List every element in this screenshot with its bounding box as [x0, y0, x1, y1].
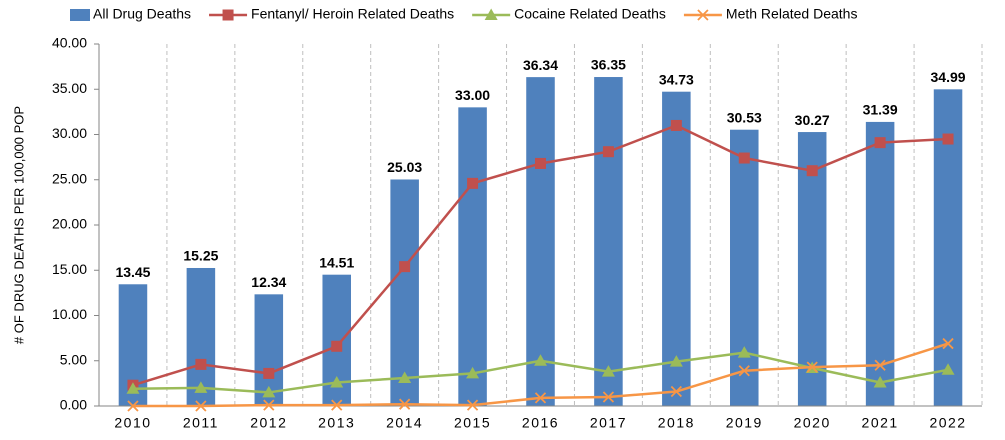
bar	[458, 107, 487, 406]
data-label: 14.51	[319, 254, 354, 270]
marker	[263, 367, 275, 379]
x-tick-label: 2010	[114, 415, 151, 431]
y-tick-label: 25.00	[52, 170, 87, 186]
marker	[194, 381, 208, 393]
marker	[399, 398, 411, 410]
data-label: 12.34	[251, 274, 286, 290]
marker	[601, 365, 615, 377]
bar	[797, 132, 827, 406]
bar	[526, 77, 555, 407]
data-label: 36.34	[523, 57, 558, 73]
bar	[594, 77, 623, 406]
legend-item: All Drug Deaths	[70, 6, 191, 22]
marker	[670, 385, 682, 398]
marker	[873, 375, 887, 388]
data-label: 15.25	[183, 248, 218, 264]
marker	[669, 355, 683, 367]
marker	[670, 119, 682, 131]
marker	[738, 152, 750, 164]
x-tick-label: 2011	[183, 415, 219, 431]
x-tick-label: 2012	[250, 415, 287, 431]
marker	[942, 337, 954, 350]
legend-label: All Drug Deaths	[93, 6, 191, 22]
marker	[126, 382, 140, 394]
marker	[467, 177, 479, 189]
legend-swatch	[70, 9, 90, 21]
y-tick-label: 35.00	[52, 80, 87, 96]
marker	[466, 399, 479, 411]
marker	[466, 366, 480, 379]
data-label: 34.99	[931, 69, 966, 85]
marker	[262, 385, 276, 398]
x-tick-label: 2015	[454, 415, 491, 431]
y-tick-label: 40.00	[52, 35, 87, 51]
marker	[874, 359, 886, 371]
data-label: 13.45	[115, 264, 150, 280]
y-axis-label: # OF DRUG DEATHS PER 100,000 POP	[11, 106, 26, 344]
marker	[195, 358, 207, 370]
marker	[535, 157, 546, 169]
marker	[806, 361, 818, 373]
x-tick-label: 2021	[862, 415, 899, 431]
legend-label: Meth Related Deaths	[726, 6, 858, 22]
data-label: 33.00	[455, 87, 490, 103]
x-tick-label: 2017	[590, 415, 627, 431]
legend-item: Fentanyl/ Heroin Related Deaths	[209, 6, 454, 22]
data-label: 25.03	[387, 159, 422, 175]
marker	[942, 133, 954, 145]
marker	[331, 399, 343, 411]
x-tick-label: 2016	[522, 415, 559, 431]
x-tick-label: 2019	[726, 415, 763, 431]
marker	[195, 400, 207, 412]
marker	[874, 137, 886, 149]
y-tick-label: 30.00	[52, 125, 87, 141]
data-label: 31.39	[863, 102, 898, 118]
markers	[126, 346, 955, 398]
x-tick-label: 2020	[794, 415, 831, 431]
legend-label: Fentanyl/ Heroin Related Deaths	[251, 6, 454, 22]
marker	[806, 165, 818, 177]
data-label: 30.53	[727, 109, 762, 125]
marker	[534, 392, 547, 404]
y-tick-label: 10.00	[52, 306, 87, 322]
x-tick-label: 2014	[386, 415, 423, 431]
y-tick-label: 5.00	[60, 351, 87, 367]
marker	[127, 400, 139, 412]
legend-item: Cocaine Related Deaths	[472, 6, 666, 22]
bar	[730, 129, 759, 407]
markers	[127, 337, 954, 412]
y-tick-label: 0.00	[60, 397, 87, 413]
y-tick-label: 20.00	[52, 216, 87, 232]
legend-label: Cocaine Related Deaths	[514, 6, 666, 22]
y-tick-label: 15.00	[52, 261, 87, 277]
marker	[222, 9, 234, 21]
marker	[697, 9, 709, 21]
marker	[330, 375, 344, 388]
marker	[263, 399, 275, 411]
bar	[662, 91, 691, 407]
marker	[738, 365, 750, 377]
marker	[737, 346, 751, 358]
marker	[534, 354, 547, 366]
marker	[602, 146, 614, 158]
marker	[331, 340, 343, 352]
marker	[941, 363, 955, 375]
bar	[865, 121, 895, 406]
x-tick-label: 2022	[929, 415, 966, 431]
marker	[398, 371, 412, 383]
data-label: 34.73	[659, 71, 694, 87]
marker	[484, 8, 498, 20]
bar	[390, 179, 419, 406]
x-tick-label: 2018	[658, 415, 695, 431]
data-label: 30.27	[795, 112, 830, 128]
marker	[399, 261, 411, 273]
x-tick-label: 2013	[318, 415, 355, 431]
data-label: 36.35	[591, 57, 626, 73]
legend-item: Meth Related Deaths	[683, 6, 858, 22]
marker	[602, 391, 615, 403]
